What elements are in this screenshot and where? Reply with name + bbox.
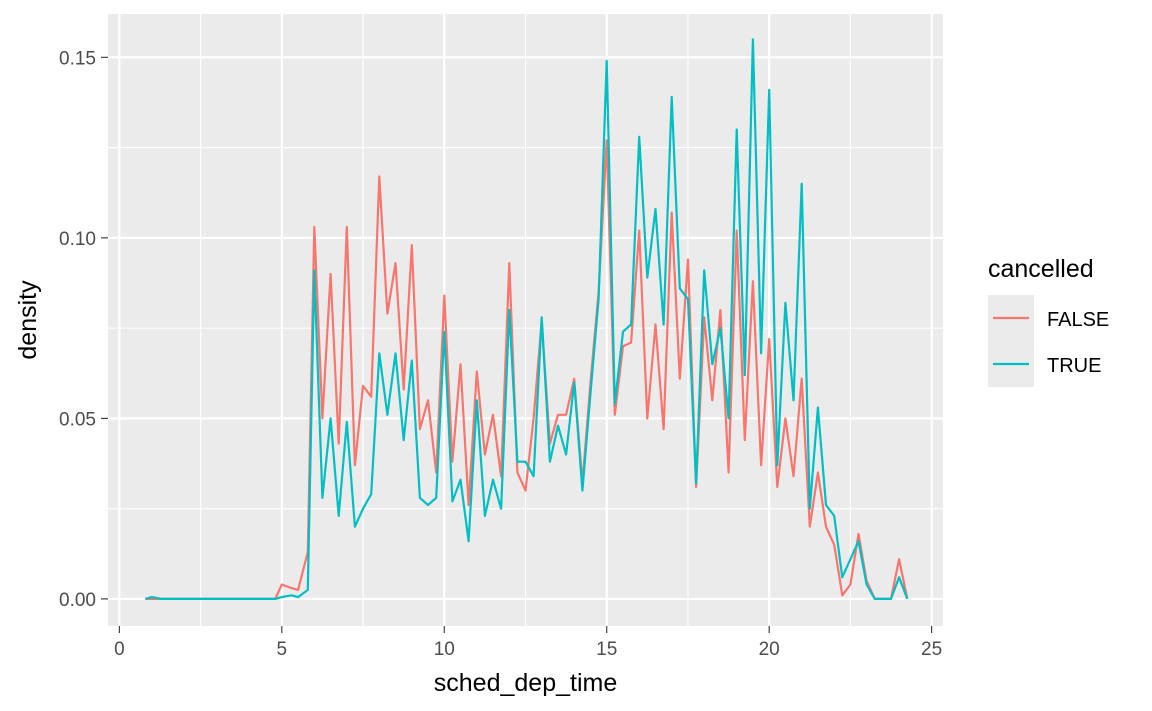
x-tick-label: 10	[434, 639, 455, 660]
y-axis-title: density	[14, 280, 42, 360]
legend-label-true: TRUE	[1047, 355, 1101, 377]
minor-gridlines	[108, 14, 943, 626]
x-axis: 0 5 10 15 20 25	[114, 626, 942, 660]
y-tick-label: 0.15	[59, 48, 96, 69]
y-axis: 0.00 0.05 0.10 0.15	[59, 48, 108, 611]
x-tick-label: 20	[759, 639, 780, 660]
y-tick-label: 0.05	[59, 409, 96, 430]
x-tick-label: 5	[277, 639, 288, 660]
legend-label-false: FALSE	[1047, 309, 1109, 331]
legend-title: cancelled	[988, 255, 1094, 283]
x-axis-title: sched_dep_time	[434, 669, 617, 697]
y-tick-label: 0.00	[59, 590, 96, 611]
x-tick-label: 25	[921, 639, 942, 660]
x-tick-label: 0	[114, 639, 125, 660]
series-line-true	[145, 38, 909, 601]
y-tick-label: 0.10	[59, 229, 96, 250]
x-tick-label: 15	[596, 639, 617, 660]
series-lines	[145, 38, 909, 601]
legend-item-true: TRUE	[988, 341, 1101, 387]
legend-item-false: FALSE	[988, 295, 1109, 341]
legend: cancelled FALSE TRUE	[988, 255, 1109, 387]
